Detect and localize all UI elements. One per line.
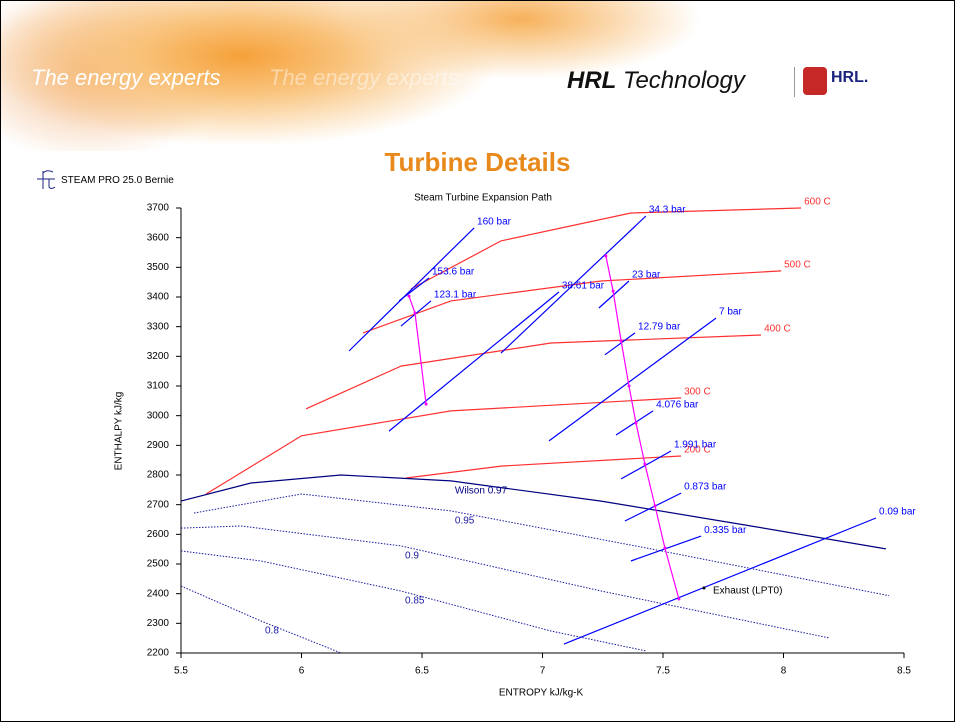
path-point xyxy=(413,311,417,315)
series-line xyxy=(362,270,782,334)
annotation: Exhaust (LPT0) xyxy=(713,586,782,597)
series-line xyxy=(624,492,682,522)
y-axis-label: ENTHALPY kJ/kg xyxy=(114,392,125,471)
x-axis-label: ENTROPY kJ/kg-K xyxy=(499,688,584,699)
series-label: 0.8 xyxy=(265,626,279,637)
series-label: 400 C xyxy=(764,324,791,335)
x-tick-label: 5.5 xyxy=(174,666,188,677)
x-tick-label: 7.5 xyxy=(656,666,670,677)
software-icon xyxy=(37,170,56,189)
series-line xyxy=(305,334,762,410)
divider xyxy=(794,67,795,97)
path-point xyxy=(627,384,631,388)
logo-text: HRL. xyxy=(831,69,869,86)
series-label: Wilson 0.97 xyxy=(455,486,508,497)
series-line xyxy=(205,397,682,495)
series-line xyxy=(548,317,717,442)
series-label: 7 bar xyxy=(719,307,742,318)
series-label: 34.3 bar xyxy=(649,205,686,216)
series-line xyxy=(406,455,682,479)
brand-light: Technology xyxy=(623,67,745,94)
series-label: 0.09 bar xyxy=(879,507,916,518)
y-tick-label: 3600 xyxy=(147,232,170,243)
x-tick-label: 8 xyxy=(781,666,787,677)
y-tick-label: 3200 xyxy=(147,351,170,362)
banner xyxy=(1,1,954,151)
y-tick-label: 3700 xyxy=(147,203,170,214)
slide-title: Turbine Details xyxy=(384,147,571,177)
series-label: 0.95 xyxy=(455,516,475,527)
path-point xyxy=(677,597,681,601)
path-point xyxy=(653,504,657,508)
x-tick-label: 8.5 xyxy=(897,666,911,677)
series-label: 500 C xyxy=(784,260,811,271)
path-point xyxy=(424,402,428,406)
series-label: 160 bar xyxy=(477,217,512,228)
y-tick-label: 3400 xyxy=(147,292,170,303)
path-point xyxy=(611,289,615,293)
series-label: 23 bar xyxy=(632,270,661,281)
annotation-point xyxy=(702,586,706,590)
y-tick-label: 3500 xyxy=(147,262,170,273)
y-tick-label: 2400 xyxy=(147,588,170,599)
path-point xyxy=(634,421,638,425)
series-label: 200 C xyxy=(684,445,711,456)
y-tick-label: 2200 xyxy=(147,648,170,659)
path-point xyxy=(604,254,608,258)
series-label: 1.991 bar xyxy=(674,440,717,451)
y-tick-label: 2700 xyxy=(147,499,170,510)
brand-bold: HRL xyxy=(567,67,617,94)
series-line xyxy=(180,525,830,639)
y-tick-label: 2500 xyxy=(147,559,170,570)
series-line xyxy=(180,550,647,652)
series-line xyxy=(410,207,802,290)
x-tick-label: 7 xyxy=(540,666,546,677)
x-tick-label: 6.5 xyxy=(415,666,429,677)
series-label: 153.6 bar xyxy=(432,267,475,278)
x-tick-label: 6 xyxy=(299,666,305,677)
logo-icon xyxy=(803,67,827,95)
series-line xyxy=(193,493,890,597)
series-line xyxy=(388,291,560,432)
series-label: 123.1 bar xyxy=(434,289,477,300)
series-line xyxy=(348,227,475,352)
y-tick-label: 2900 xyxy=(147,440,170,451)
path-point xyxy=(619,339,623,343)
series-label: 0.335 bar xyxy=(704,525,747,536)
series-line xyxy=(180,474,887,550)
series-line xyxy=(180,585,342,654)
software: STEAM PRO 25.0 Bernie xyxy=(61,175,174,186)
y-tick-label: 2600 xyxy=(147,529,170,540)
series-line xyxy=(398,277,430,302)
series-label: 600 C xyxy=(804,197,831,208)
series-line xyxy=(563,517,877,645)
y-tick-label: 3000 xyxy=(147,410,170,421)
chart-title: Steam Turbine Expansion Path xyxy=(414,193,552,204)
series-line xyxy=(604,332,636,356)
brand: HRL Technology xyxy=(567,67,745,95)
path-point xyxy=(663,546,667,550)
series-label: 300 C xyxy=(684,387,711,398)
y-tick-label: 2800 xyxy=(147,470,170,481)
series-label: 0.873 bar xyxy=(684,482,727,493)
series-line xyxy=(500,215,647,354)
y-tick-label: 2300 xyxy=(147,618,170,629)
path-point xyxy=(407,294,411,298)
y-tick-label: 3100 xyxy=(147,381,170,392)
series-label: 0.85 xyxy=(405,596,425,607)
y-tick-label: 3300 xyxy=(147,321,170,332)
series-label: 4.076 bar xyxy=(656,400,699,411)
path-point xyxy=(643,462,647,466)
tagline: The energy experts xyxy=(31,65,221,90)
series-label: 0.9 xyxy=(405,551,419,562)
tagline-echo: The energy experts xyxy=(269,65,459,90)
series-label: 38.61 bar xyxy=(562,281,605,292)
series-label: 12.79 bar xyxy=(638,322,681,333)
